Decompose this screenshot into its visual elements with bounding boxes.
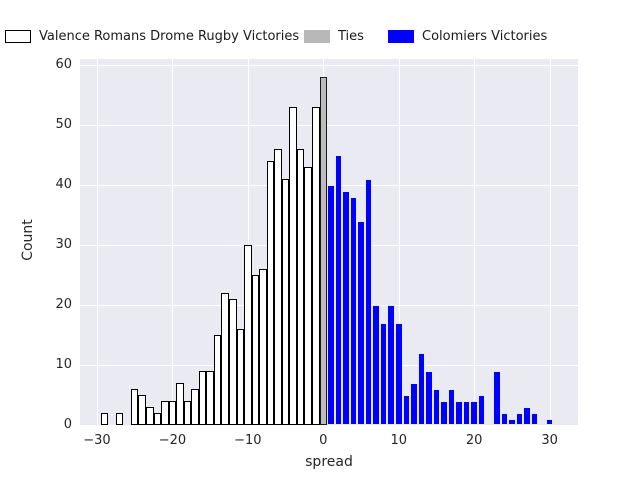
histogram-bar-valence	[161, 401, 169, 425]
histogram-bar-valence	[213, 335, 222, 425]
histogram-bar-colomiers	[545, 419, 554, 425]
x-gridline	[474, 59, 476, 425]
x-gridline	[172, 59, 174, 425]
histogram-bar-colomiers	[500, 413, 509, 425]
histogram-bar-colomiers	[342, 191, 350, 425]
histogram-bar-valence	[138, 395, 146, 425]
histogram-bar-colomiers	[515, 413, 524, 425]
histogram-bar-valence	[236, 329, 245, 425]
histogram-bar-valence	[206, 371, 214, 425]
histogram-bar-valence	[266, 161, 275, 425]
histogram-bar-colomiers	[410, 383, 418, 425]
legend-swatch-valence	[5, 29, 31, 43]
histogram-bar-valence	[183, 401, 192, 425]
histogram-bar-valence	[100, 413, 109, 425]
x-tick-label: −30	[83, 433, 111, 448]
histogram-bar-valence	[289, 107, 297, 425]
histogram-bar-valence	[221, 293, 229, 425]
legend-swatch-ties	[304, 29, 330, 43]
histogram-bar-ties	[319, 77, 328, 425]
legend-item-colomiers: Colomiers Victories	[388, 27, 547, 45]
histogram-bar-valence	[311, 107, 320, 425]
y-tick-label: 20	[55, 297, 72, 312]
legend-item-valence: Valence Romans Drome Rugby Victories	[5, 27, 299, 45]
x-gridline	[247, 59, 249, 425]
y-tick-label: 60	[55, 57, 72, 72]
histogram-bar-valence	[296, 149, 305, 425]
x-tick-label: 20	[465, 433, 483, 448]
histogram-bar-colomiers	[493, 371, 501, 425]
histogram-bar-colomiers	[327, 185, 335, 425]
histogram-bar-colomiers	[530, 413, 539, 425]
histogram-bar-valence	[274, 149, 282, 425]
legend-item-ties: Ties	[304, 27, 364, 45]
y-gridline	[80, 65, 578, 66]
histogram-bar-colomiers	[455, 401, 463, 425]
histogram-bar-colomiers	[470, 401, 478, 425]
legend-label-colomiers: Colomiers Victories	[422, 28, 548, 44]
y-tick-label: 10	[55, 357, 72, 372]
histogram-bar-colomiers	[387, 305, 395, 425]
x-axis-label: spread	[305, 454, 353, 470]
x-gridline	[549, 59, 551, 425]
y-tick-label: 30	[55, 237, 72, 252]
y-tick-label: 0	[63, 417, 72, 432]
y-tick-label: 40	[55, 177, 72, 192]
x-tick-label: 10	[390, 433, 407, 448]
histogram-bar-valence	[198, 371, 207, 425]
histogram-bar-valence	[130, 389, 139, 425]
histogram-bar-valence	[304, 167, 312, 425]
histogram-bar-colomiers	[523, 407, 531, 425]
histogram-bar-colomiers	[364, 179, 373, 425]
histogram-bar-valence	[176, 383, 184, 425]
histogram-bar-colomiers	[417, 353, 426, 425]
histogram-bar-colomiers	[402, 395, 411, 425]
histogram-bar-colomiers	[440, 401, 448, 425]
x-tick-label: −20	[158, 433, 187, 448]
histogram-bar-colomiers	[508, 419, 516, 425]
x-tick-label: −10	[234, 433, 262, 448]
y-axis-label: Count	[20, 219, 36, 261]
histogram-bar-colomiers	[462, 401, 471, 425]
legend-label-valence: Valence Romans Drome Rugby Victories	[39, 28, 300, 44]
legend-label-ties: Ties	[338, 28, 364, 44]
histogram-bar-valence	[251, 275, 260, 425]
x-gridline	[398, 59, 400, 425]
histogram-bar-valence	[146, 407, 154, 425]
histogram-bar-valence	[191, 389, 199, 425]
histogram-bar-valence	[115, 413, 124, 425]
x-tick-label: 30	[541, 433, 558, 448]
histogram-bar-colomiers	[349, 197, 358, 425]
histogram-bar-colomiers	[477, 395, 486, 425]
histogram-bar-colomiers	[372, 305, 380, 425]
histogram-bar-colomiers	[447, 389, 456, 425]
x-gridline	[96, 59, 98, 425]
y-tick-label: 50	[55, 117, 72, 132]
histogram-bar-valence	[229, 299, 237, 425]
x-tick-label: 0	[319, 433, 328, 448]
plot-area	[80, 59, 578, 425]
histogram-bar-colomiers	[432, 389, 441, 425]
legend-swatch-colomiers	[388, 29, 414, 43]
histogram-bar-colomiers	[357, 221, 365, 425]
histogram-bar-valence	[153, 413, 162, 425]
histogram-bar-valence	[168, 401, 177, 425]
histogram-bar-valence	[259, 269, 267, 425]
histogram-bar-colomiers	[334, 155, 343, 425]
histogram-bar-valence	[281, 179, 290, 425]
histogram-bar-colomiers	[394, 323, 403, 425]
histogram-bar-valence	[244, 245, 252, 425]
y-gridline	[80, 125, 578, 126]
histogram-bar-colomiers	[425, 371, 433, 425]
histogram-bar-colomiers	[379, 323, 388, 425]
